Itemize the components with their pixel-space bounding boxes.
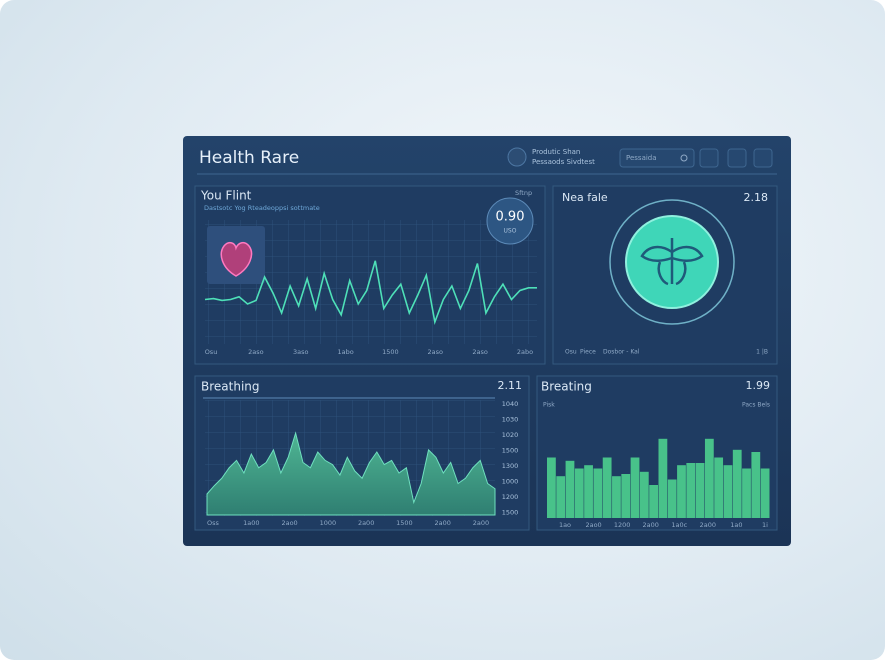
badge-value: 0.90 bbox=[496, 210, 525, 225]
bar bbox=[667, 479, 677, 518]
bar bbox=[556, 476, 566, 518]
x-tick-label: 2abo bbox=[517, 348, 533, 356]
bar bbox=[602, 457, 612, 518]
footer-label: 1 |B bbox=[756, 349, 768, 356]
bar bbox=[714, 457, 724, 518]
status-icon[interactable] bbox=[507, 147, 527, 167]
x-tick-label: 1a0 bbox=[730, 521, 742, 529]
bar bbox=[732, 449, 742, 518]
ecg-line bbox=[204, 260, 537, 325]
panel-title: Nea fale bbox=[562, 191, 608, 204]
x-tick-label: 2a00 bbox=[358, 519, 374, 527]
panel-title: Breathing bbox=[201, 380, 260, 394]
bar bbox=[584, 465, 593, 518]
x-tick-label: 1a0c bbox=[671, 521, 687, 529]
x-tick-label: 2aso bbox=[428, 348, 444, 356]
bar bbox=[574, 468, 584, 518]
panel-title: You Flint bbox=[200, 189, 252, 203]
x-tick-label: 1i bbox=[762, 521, 768, 529]
bar bbox=[686, 463, 696, 518]
corner-value: 1.99 bbox=[746, 379, 771, 392]
y-tick-label: 1300 bbox=[502, 462, 519, 470]
y-tick-label: 1040 bbox=[502, 400, 519, 408]
bar bbox=[760, 468, 770, 518]
ring bbox=[609, 199, 735, 325]
badge-unit: USO bbox=[504, 228, 517, 235]
footer-label: Dosbor - Kal bbox=[603, 349, 640, 356]
y-tick-label: 1030 bbox=[502, 416, 519, 424]
x-tick-label: 3aso bbox=[293, 348, 309, 356]
status-text: Pessaods Sivdtest bbox=[532, 158, 595, 166]
icon-button[interactable] bbox=[699, 148, 719, 168]
x-tick-label: 1500 bbox=[382, 348, 399, 356]
x-tick-label: 1abo bbox=[337, 348, 353, 356]
bar bbox=[565, 460, 575, 518]
search-icon bbox=[680, 154, 688, 162]
area bbox=[206, 431, 496, 516]
x-tick-label: Osu bbox=[205, 348, 218, 356]
x-tick-label: 1500 bbox=[396, 519, 413, 527]
bar bbox=[723, 465, 733, 518]
x-tick-label: Oss bbox=[207, 519, 220, 527]
y-tick-label: 1500 bbox=[502, 509, 519, 517]
x-tick-label: 2a00 bbox=[700, 521, 716, 529]
footer-label: Osu bbox=[565, 349, 577, 356]
app-title: Health Rare bbox=[199, 148, 299, 168]
bar bbox=[639, 471, 649, 518]
y-tick-label: 1020 bbox=[502, 431, 519, 439]
panel-subtitle: Dastsotc Yog Rteadeoppsi sottmate bbox=[204, 204, 320, 212]
x-tick-label: 2a00 bbox=[643, 521, 659, 529]
x-tick-label: 2aso bbox=[248, 348, 264, 356]
bar bbox=[742, 468, 751, 518]
y-tick-label: 1200 bbox=[502, 493, 519, 501]
x-tick-label: 1ao bbox=[559, 521, 571, 529]
badge bbox=[486, 197, 534, 245]
icon-button[interactable] bbox=[753, 148, 773, 168]
corner-value: 2.18 bbox=[744, 191, 769, 204]
status-text: Produtic Shan bbox=[532, 148, 580, 156]
bar bbox=[612, 476, 621, 518]
x-tick-label: 1000 bbox=[320, 519, 337, 527]
corner-label: Sftnp bbox=[515, 189, 532, 197]
bar bbox=[751, 452, 761, 518]
bar bbox=[677, 465, 686, 518]
panel-title: Breating bbox=[541, 380, 592, 394]
bar bbox=[695, 463, 705, 518]
y-tick-label: 1500 bbox=[502, 447, 519, 455]
x-tick-label: 2a00 bbox=[435, 519, 451, 527]
x-tick-label: 2ao0 bbox=[281, 519, 297, 527]
bar bbox=[704, 438, 714, 518]
x-tick-label: 1a00 bbox=[243, 519, 259, 527]
icon-button[interactable] bbox=[727, 148, 747, 168]
footer-label: Piece bbox=[580, 349, 596, 356]
bar bbox=[658, 438, 668, 518]
heart-icon bbox=[220, 241, 253, 277]
lung-icon bbox=[640, 238, 704, 286]
x-tick-label: 1200 bbox=[614, 521, 631, 529]
bar bbox=[630, 457, 640, 518]
y-tick-label: 1000 bbox=[502, 478, 519, 486]
x-tick-label: 2a00 bbox=[473, 519, 489, 527]
bar bbox=[593, 468, 603, 518]
bar bbox=[547, 457, 556, 518]
search-placeholder: Pessaida bbox=[626, 154, 657, 162]
bar bbox=[649, 485, 658, 518]
search-box[interactable] bbox=[619, 148, 695, 168]
corner-value: 2.11 bbox=[498, 379, 523, 392]
note: Pisk bbox=[543, 402, 555, 409]
note: Pacs Bels bbox=[742, 402, 770, 409]
x-tick-label: 2aso bbox=[472, 348, 488, 356]
bar bbox=[621, 474, 631, 518]
x-tick-label: 2ao0 bbox=[585, 521, 601, 529]
